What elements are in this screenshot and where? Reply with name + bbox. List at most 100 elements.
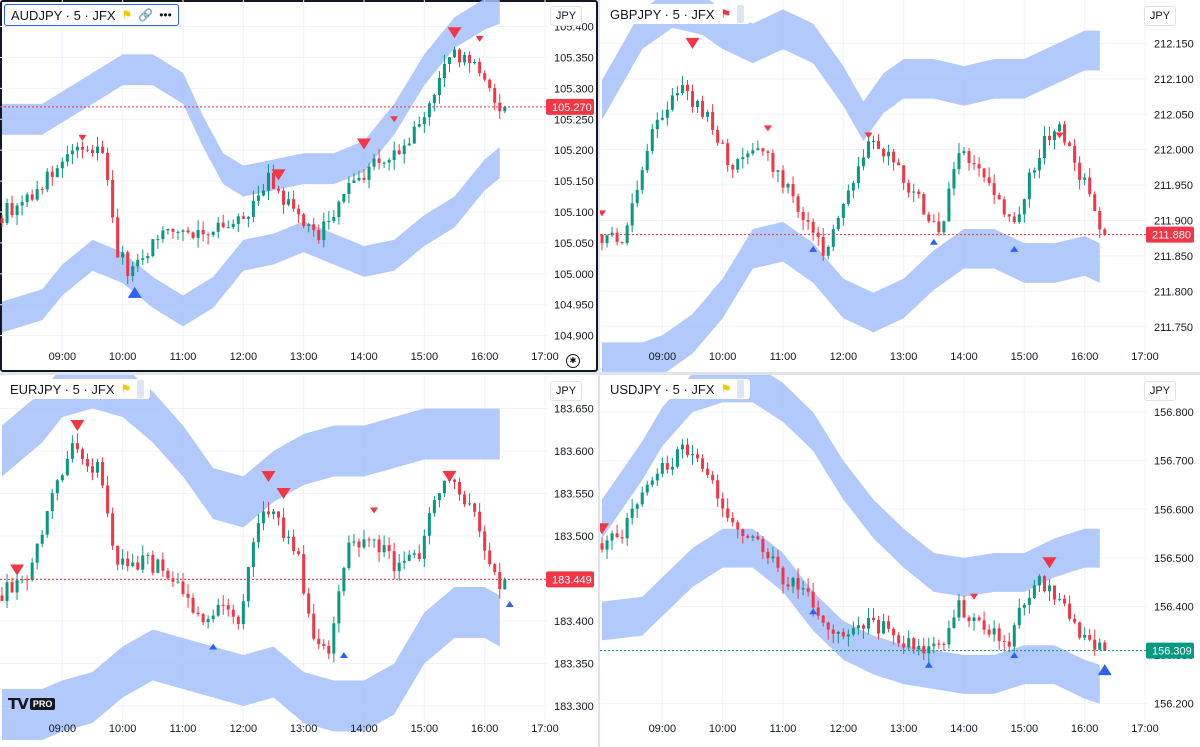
symbol-legend-usdjpy[interactable]: USDJPY · 5 · JFX ⚑ bbox=[604, 379, 751, 399]
candle-body bbox=[1037, 576, 1041, 586]
yellow-flag-icon[interactable]: ⚑ bbox=[120, 382, 132, 396]
candle-body bbox=[997, 195, 1001, 200]
chart-pane-usdjpy[interactable]: 156.800 156.700 156.600 156.500 156.400 156.3… bbox=[600, 375, 1200, 747]
candle-body bbox=[1088, 634, 1092, 640]
candle-body bbox=[45, 511, 49, 535]
candle-body bbox=[952, 169, 956, 189]
candle-body bbox=[312, 613, 316, 639]
symbol-legend-eurjpy[interactable]: EURJPY · 5 · JFX ⚑ bbox=[4, 379, 151, 399]
currency-badge-gbpjpy[interactable]: JPY bbox=[1144, 6, 1176, 26]
yellow-flag-icon[interactable]: ⚑ bbox=[121, 8, 133, 22]
candle-body bbox=[116, 545, 120, 565]
pane-divider-horizontal[interactable] bbox=[0, 372, 1200, 375]
candle-body bbox=[665, 462, 669, 470]
candle-body bbox=[947, 628, 951, 645]
symbol-label-eurjpy[interactable]: EURJPY · 5 · JFX bbox=[10, 381, 115, 397]
buy-signal-marker bbox=[1010, 245, 1019, 252]
candle-body bbox=[488, 550, 492, 565]
candle-body bbox=[352, 180, 356, 183]
candle-body bbox=[1073, 618, 1077, 623]
candle-body bbox=[1098, 642, 1102, 650]
candle-body bbox=[771, 556, 775, 559]
settings-gear-icon[interactable]: ✱ bbox=[566, 354, 580, 368]
symbol-legend-audjpy[interactable]: AUDJPY · 5 · JFX ⚑ 🔗 ••• bbox=[4, 4, 179, 26]
candle-body bbox=[15, 580, 19, 593]
sell-signal-marker bbox=[357, 138, 371, 150]
candle-body bbox=[977, 617, 981, 621]
symbol-label-audjpy[interactable]: AUDJPY · 5 · JFX bbox=[11, 7, 116, 23]
red-flag-icon[interactable]: ⚑ bbox=[720, 7, 732, 21]
time-axis-label: 13:00 bbox=[290, 351, 318, 363]
legend-collapse-handle[interactable] bbox=[737, 5, 745, 23]
tradingview-pro-logo[interactable]: TV PRO bbox=[8, 695, 56, 713]
sell-signal-marker bbox=[276, 488, 291, 499]
candle-body bbox=[10, 582, 14, 593]
buy-signal-marker bbox=[929, 238, 938, 245]
candle-body bbox=[146, 554, 150, 556]
candle-body bbox=[630, 203, 634, 226]
candle-body bbox=[1037, 157, 1041, 171]
price-axis-label: 105.100 bbox=[554, 207, 594, 219]
currency-badge-eurjpy[interactable]: JPY bbox=[550, 381, 582, 401]
symbol-label-usdjpy[interactable]: USDJPY · 5 · JFX bbox=[610, 381, 715, 397]
candle-body bbox=[1103, 229, 1107, 235]
link-icon[interactable]: 🔗 bbox=[138, 8, 154, 22]
candle-body bbox=[600, 543, 604, 550]
chart-pane-audjpy[interactable]: 105.400 105.350 105.300 105.250 105.200 105.1… bbox=[0, 0, 598, 372]
candle-body bbox=[342, 568, 346, 592]
candle-body bbox=[897, 635, 901, 644]
candle-body bbox=[992, 628, 996, 635]
audjpy-chart-svg[interactable]: 105.400105.350105.300105.250105.200105.1… bbox=[0, 0, 598, 372]
chart-pane-gbpjpy[interactable]: 212.150 212.100 212.050 212.000 211.950 211.9… bbox=[600, 0, 1200, 372]
candle-body bbox=[96, 461, 100, 473]
candle-body bbox=[801, 211, 805, 221]
signal-markers bbox=[600, 37, 1064, 252]
candle-body bbox=[70, 150, 74, 155]
candle-body bbox=[271, 511, 276, 515]
time-axis-label: 15:00 bbox=[1011, 351, 1039, 363]
pro-badge-icon: PRO bbox=[29, 698, 56, 710]
candle-body bbox=[796, 577, 800, 590]
sell-signal-marker bbox=[685, 37, 700, 49]
more-options-icon[interactable]: ••• bbox=[159, 8, 172, 22]
candle-body bbox=[151, 239, 155, 257]
candle-body bbox=[372, 158, 376, 167]
symbol-label-gbpjpy[interactable]: GBPJPY · 5 · JFX bbox=[610, 6, 715, 22]
candle-body bbox=[372, 539, 376, 541]
yellow-flag-icon[interactable]: ⚑ bbox=[720, 382, 732, 396]
candle-body bbox=[392, 150, 396, 161]
time-axis-label: 16:00 bbox=[1071, 351, 1099, 363]
upper-band bbox=[602, 0, 1100, 142]
buy-signal-marker bbox=[339, 652, 348, 658]
gbpjpy-chart-svg[interactable]: 212.150 212.100 212.050 212.000 211.950 211.9… bbox=[600, 0, 1200, 372]
candle-body bbox=[151, 554, 155, 573]
usdjpy-chart-svg[interactable]: 156.800 156.700 156.600 156.500 156.400 156.3… bbox=[600, 375, 1200, 747]
candle-body bbox=[917, 645, 921, 650]
candle-body bbox=[45, 171, 49, 190]
candle-body bbox=[422, 117, 426, 125]
candle-body bbox=[731, 165, 735, 170]
candle-body bbox=[387, 160, 391, 163]
candle-body bbox=[221, 222, 225, 228]
candle-body bbox=[655, 473, 659, 481]
time-axis-label: 13:00 bbox=[890, 723, 918, 735]
symbol-legend-gbpjpy[interactable]: GBPJPY · 5 · JFX ⚑ bbox=[604, 4, 751, 24]
currency-badge-audjpy[interactable]: JPY bbox=[550, 6, 582, 26]
last-price-label: 156.309 bbox=[1152, 646, 1192, 658]
candle-body bbox=[422, 535, 426, 559]
candle-body bbox=[1032, 170, 1036, 173]
time-axis-label: 10:00 bbox=[709, 723, 737, 735]
candle-body bbox=[1007, 214, 1011, 217]
candle-body bbox=[861, 625, 865, 629]
candle-body bbox=[630, 508, 634, 518]
candle-body bbox=[851, 182, 855, 191]
chart-pane-eurjpy[interactable]: 183.650183.600183.550183.500183.450183.4… bbox=[0, 375, 598, 747]
candle-body bbox=[977, 164, 981, 169]
eurjpy-chart-svg[interactable]: 183.650183.600183.550183.500183.450183.4… bbox=[0, 375, 598, 747]
currency-badge-usdjpy[interactable]: JPY bbox=[1144, 381, 1176, 401]
legend-collapse-handle[interactable] bbox=[737, 380, 745, 398]
candle-body bbox=[942, 221, 946, 233]
candle-body bbox=[131, 562, 135, 567]
legend-collapse-handle[interactable] bbox=[137, 380, 145, 398]
candle-body bbox=[1073, 145, 1077, 163]
